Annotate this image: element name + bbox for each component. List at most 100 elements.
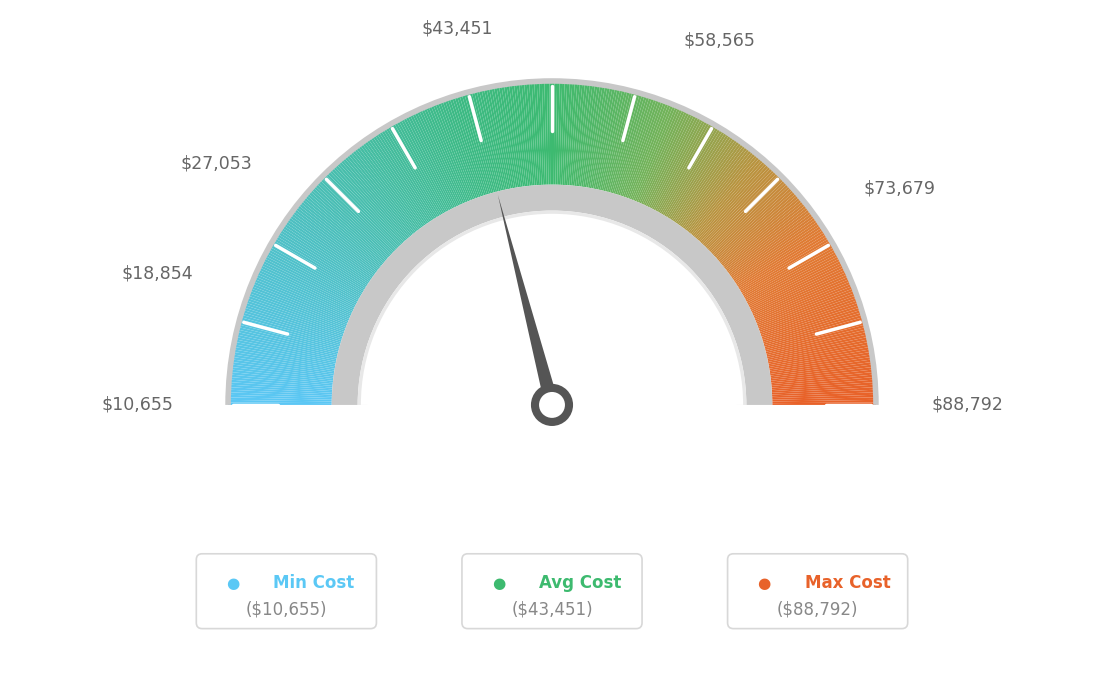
- Wedge shape: [443, 99, 479, 197]
- Wedge shape: [690, 152, 756, 234]
- Wedge shape: [544, 81, 549, 185]
- Wedge shape: [461, 93, 492, 193]
- Wedge shape: [707, 174, 781, 249]
- Wedge shape: [503, 84, 521, 187]
- Wedge shape: [263, 258, 355, 306]
- Wedge shape: [433, 103, 473, 200]
- Wedge shape: [255, 274, 351, 317]
- Wedge shape: [709, 177, 785, 252]
- Wedge shape: [524, 82, 534, 186]
- Wedge shape: [236, 329, 338, 355]
- Wedge shape: [716, 189, 795, 259]
- Text: $10,655: $10,655: [102, 396, 173, 414]
- Wedge shape: [254, 276, 350, 319]
- Wedge shape: [766, 327, 867, 353]
- Wedge shape: [246, 295, 344, 332]
- Wedge shape: [229, 395, 332, 400]
- Wedge shape: [343, 155, 412, 236]
- Wedge shape: [604, 90, 630, 191]
- Wedge shape: [230, 367, 333, 381]
- Wedge shape: [298, 202, 380, 268]
- Wedge shape: [772, 375, 874, 386]
- Wedge shape: [683, 144, 746, 229]
- Wedge shape: [699, 164, 769, 242]
- Wedge shape: [772, 384, 875, 393]
- Wedge shape: [601, 89, 625, 190]
- Wedge shape: [772, 395, 875, 400]
- Wedge shape: [407, 114, 455, 208]
- Text: Avg Cost: Avg Cost: [539, 574, 622, 592]
- Wedge shape: [282, 225, 369, 284]
- Wedge shape: [771, 369, 874, 382]
- Wedge shape: [327, 170, 400, 247]
- Wedge shape: [229, 392, 332, 398]
- Wedge shape: [489, 87, 511, 189]
- Wedge shape: [390, 124, 443, 215]
- Wedge shape: [392, 122, 445, 214]
- Wedge shape: [272, 240, 362, 295]
- Wedge shape: [250, 286, 347, 326]
- Wedge shape: [370, 135, 429, 223]
- Wedge shape: [773, 402, 875, 405]
- Text: ($43,451): ($43,451): [511, 600, 593, 618]
- Wedge shape: [457, 95, 489, 195]
- Wedge shape: [671, 132, 730, 221]
- Wedge shape: [649, 114, 697, 208]
- Wedge shape: [234, 342, 336, 364]
- Wedge shape: [379, 130, 435, 219]
- Wedge shape: [669, 130, 725, 219]
- Wedge shape: [737, 229, 826, 287]
- Wedge shape: [542, 81, 546, 185]
- Wedge shape: [273, 238, 363, 293]
- Wedge shape: [724, 202, 806, 268]
- Wedge shape: [772, 377, 875, 388]
- Wedge shape: [602, 89, 627, 190]
- Wedge shape: [293, 208, 376, 273]
- Wedge shape: [321, 176, 396, 250]
- Wedge shape: [481, 88, 506, 190]
- Wedge shape: [618, 96, 652, 195]
- Wedge shape: [687, 149, 753, 232]
- Wedge shape: [767, 334, 869, 359]
- Wedge shape: [764, 317, 864, 347]
- Wedge shape: [662, 125, 716, 215]
- Wedge shape: [248, 290, 346, 328]
- Wedge shape: [726, 206, 809, 271]
- Wedge shape: [755, 281, 852, 322]
- Wedge shape: [755, 279, 851, 321]
- Wedge shape: [655, 119, 705, 211]
- Wedge shape: [231, 364, 333, 379]
- Wedge shape: [452, 96, 486, 195]
- Wedge shape: [247, 293, 346, 331]
- Wedge shape: [499, 85, 518, 188]
- Wedge shape: [635, 105, 676, 201]
- Wedge shape: [363, 140, 425, 226]
- Wedge shape: [261, 260, 355, 308]
- Wedge shape: [358, 210, 746, 405]
- Wedge shape: [507, 84, 522, 187]
- Wedge shape: [646, 112, 692, 206]
- Wedge shape: [270, 242, 361, 296]
- Text: $27,053: $27,053: [181, 155, 253, 172]
- Wedge shape: [245, 300, 343, 335]
- Wedge shape: [244, 302, 343, 337]
- Wedge shape: [484, 88, 508, 190]
- Wedge shape: [374, 132, 433, 221]
- Wedge shape: [242, 310, 341, 342]
- Wedge shape: [767, 339, 870, 362]
- Wedge shape: [712, 183, 789, 255]
- Wedge shape: [567, 82, 577, 186]
- Wedge shape: [332, 166, 404, 243]
- Wedge shape: [703, 169, 776, 246]
- Wedge shape: [428, 105, 469, 201]
- Wedge shape: [394, 121, 446, 213]
- Wedge shape: [633, 104, 673, 201]
- Wedge shape: [238, 319, 340, 348]
- Wedge shape: [700, 166, 772, 243]
- Wedge shape: [772, 387, 875, 395]
- Wedge shape: [232, 354, 335, 372]
- Wedge shape: [418, 108, 463, 204]
- Wedge shape: [279, 227, 368, 286]
- Wedge shape: [721, 197, 802, 264]
- Wedge shape: [710, 179, 786, 253]
